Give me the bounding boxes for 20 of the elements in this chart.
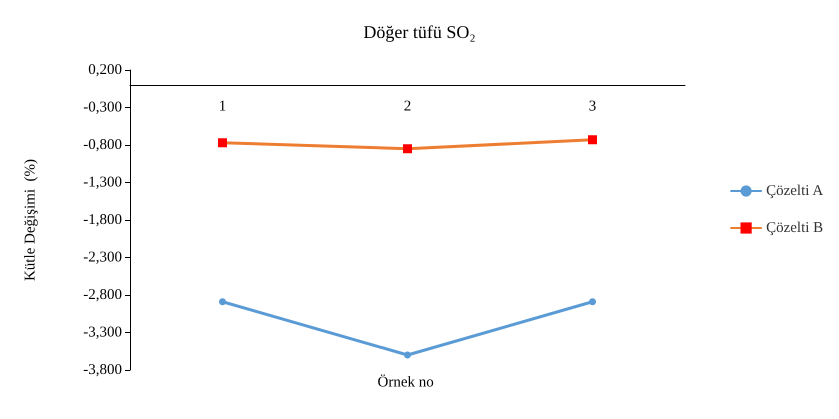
y-tick-label: -0,800	[83, 137, 122, 153]
x-tick-label: 2	[404, 98, 412, 114]
y-tick-label: -1,300	[83, 174, 122, 190]
x-tick-label: 1	[218, 98, 226, 114]
point	[404, 352, 411, 358]
y-tick-label: -3,300	[83, 324, 122, 340]
legend-label: Çözelti A	[766, 183, 824, 199]
x-tick-label: 3	[588, 98, 596, 114]
y-tick-label: -2,300	[83, 250, 122, 266]
chart-title: Döğer tüfü SO₂	[363, 22, 476, 42]
point	[219, 298, 226, 306]
y-tick-label: -3,800	[83, 362, 122, 378]
x-axis-title: Örnek no	[378, 374, 434, 390]
y-tick-label: 0,200	[88, 62, 122, 78]
point	[589, 298, 596, 306]
y-tick-label: -2,800	[83, 287, 122, 303]
y-tick-label: -1,800	[83, 212, 122, 228]
y-axis-title: Kütle Değişimi (%)	[22, 158, 38, 282]
legend-label: Çözelti B	[766, 220, 824, 236]
y-tick-label: -0,300	[83, 100, 122, 116]
